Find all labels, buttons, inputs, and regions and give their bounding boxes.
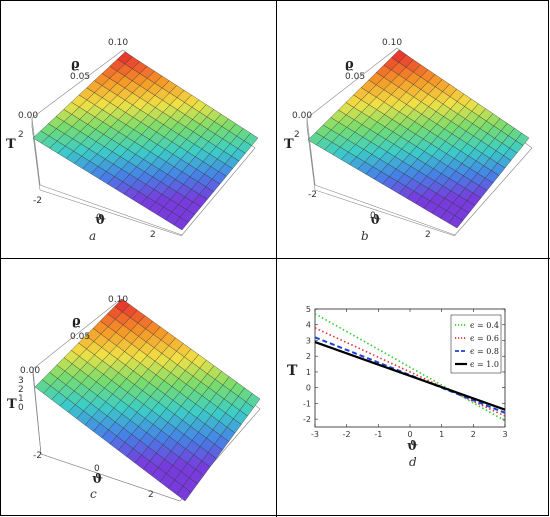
y-tick-label: 1 bbox=[306, 368, 311, 377]
surface-plot-b bbox=[306, 47, 533, 237]
x-tick-label: -3 bbox=[311, 430, 319, 439]
series-line-4 bbox=[314, 341, 506, 411]
x-tick-label: 2 bbox=[471, 430, 476, 439]
series-line-2 bbox=[314, 327, 506, 417]
theta-tick-2: 2 bbox=[425, 230, 431, 240]
y-tick-label: 4 bbox=[306, 321, 311, 330]
series-line-1 bbox=[314, 313, 506, 422]
panel-b: ϱ T ϑ 0.10 0.05 0.00 2 -2 0 2 b bbox=[277, 0, 550, 258]
theta-tick-0: 0 bbox=[370, 211, 376, 221]
z-tick-2: 2 bbox=[18, 385, 24, 395]
rho-tick-0.10: 0.10 bbox=[108, 38, 129, 48]
rho-axis-label: ϱ bbox=[345, 57, 354, 72]
theta-axis-label: ϑ bbox=[370, 213, 382, 228]
panel-a: ϱ T ϑ 0.10 0.05 0.00 2 -2 0 2 a bbox=[0, 0, 276, 258]
bounding-box bbox=[31, 49, 256, 237]
panel-c: ϱ T ϑ 0.10 0.05 0.00 3 2 1 0 -2 0 2 c bbox=[0, 259, 276, 517]
rho-tick-0.00: 0.00 bbox=[20, 366, 41, 376]
rho-tick-0.10: 0.10 bbox=[108, 295, 129, 305]
t-axis-label: T bbox=[7, 397, 17, 412]
t-axis-label: T bbox=[287, 363, 298, 379]
panel-label-c: c bbox=[90, 487, 97, 501]
theta-axis-label: ϑ bbox=[407, 439, 419, 454]
legend-label-2: ϵ = 0.6 bbox=[470, 334, 499, 343]
surface-plot-c bbox=[32, 298, 261, 502]
panel-divider-horizontal bbox=[0, 258, 550, 259]
x-tick-label: 1 bbox=[439, 430, 444, 439]
rho-axis-label: ϱ bbox=[71, 57, 80, 72]
z-tick-2: 2 bbox=[18, 130, 24, 140]
x-tick-label: 0 bbox=[407, 430, 412, 439]
t-axis-label: T bbox=[6, 137, 16, 152]
theta-tick-neg2: -2 bbox=[33, 451, 42, 461]
y-tick-label: -2 bbox=[303, 415, 311, 424]
y-tick-label: 2 bbox=[306, 352, 311, 361]
x-tick-label: -2 bbox=[343, 430, 351, 439]
z-tick-1: 1 bbox=[18, 394, 24, 404]
x-tick-label: -1 bbox=[374, 430, 382, 439]
x-tick-label: 3 bbox=[502, 430, 507, 439]
panel-label-a: a bbox=[89, 229, 97, 243]
y-tick-label: 5 bbox=[306, 305, 311, 314]
panel-label-b: b bbox=[361, 229, 369, 243]
rho-tick-0.00: 0.00 bbox=[18, 111, 39, 121]
panel-label-d: d bbox=[409, 455, 417, 469]
rho-tick-0.05: 0.05 bbox=[345, 72, 366, 82]
z-tick-3: 3 bbox=[18, 376, 24, 386]
rho-tick-0.10: 0.10 bbox=[382, 38, 403, 48]
z-tick-2: 2 bbox=[294, 130, 300, 140]
theta-tick-0: 0 bbox=[96, 213, 102, 223]
panel-d: -3 -2 -1 0 1 2 3 -2 -1 0 1 2 3 4 5 ϵ = 0.4 ϵ = 0.6 ϵ = 0.… bbox=[277, 259, 550, 517]
legend-label-3: ϵ = 0.8 bbox=[470, 347, 499, 356]
z-tick-0: 0 bbox=[18, 403, 24, 413]
surface-mesh bbox=[32, 51, 259, 231]
t-axis-label: T bbox=[284, 137, 294, 152]
theta-tick-neg2: -2 bbox=[33, 196, 42, 206]
theta-tick-2: 2 bbox=[148, 490, 154, 500]
bounding-box bbox=[306, 47, 533, 237]
rho-tick-0.05: 0.05 bbox=[70, 332, 91, 342]
y-tick-label: -1 bbox=[303, 399, 311, 408]
theta-axis-label: ϑ bbox=[95, 213, 107, 228]
theta-axis-label: ϑ bbox=[92, 472, 104, 487]
surface-plot-a bbox=[31, 49, 259, 237]
theta-tick-0: 0 bbox=[94, 464, 100, 474]
y-tick-label: 3 bbox=[306, 336, 311, 345]
rho-tick-0.05: 0.05 bbox=[70, 72, 91, 82]
y-tick-label: 0 bbox=[306, 384, 311, 393]
theta-tick-2: 2 bbox=[150, 230, 156, 240]
rho-tick-0.00: 0.00 bbox=[292, 111, 313, 121]
legend-label-1: ϵ = 0.4 bbox=[470, 321, 499, 330]
rho-axis-label: ϱ bbox=[72, 314, 81, 329]
theta-tick-neg2: -2 bbox=[308, 190, 317, 200]
series-line-3 bbox=[314, 336, 506, 414]
surface-mesh bbox=[307, 49, 530, 229]
surface-mesh bbox=[34, 298, 261, 502]
legend-label-4: ϵ = 1.0 bbox=[470, 360, 499, 369]
